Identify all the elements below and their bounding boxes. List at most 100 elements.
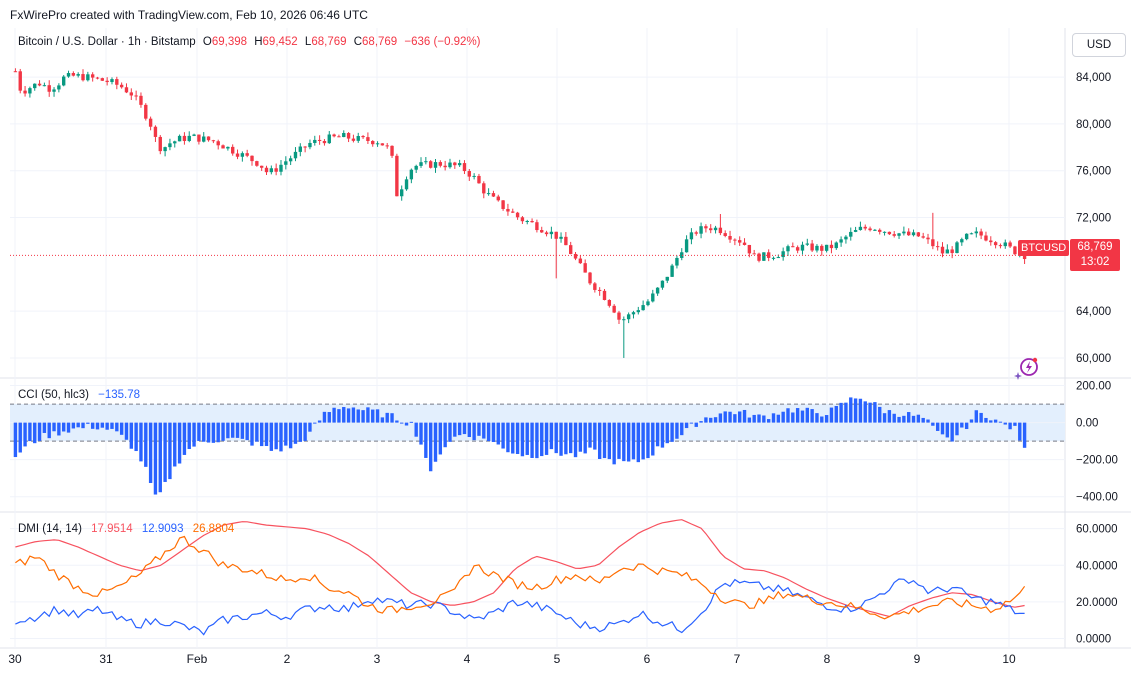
cci-bar bbox=[144, 422, 148, 467]
cci-bar bbox=[578, 422, 583, 452]
cci-bar bbox=[834, 406, 838, 423]
time-tick-label: 10 bbox=[1002, 652, 1016, 666]
cci-bar bbox=[535, 422, 539, 459]
cci-bar bbox=[66, 422, 71, 433]
cci-bar bbox=[593, 422, 597, 450]
cci-bar bbox=[709, 417, 713, 423]
candle-body bbox=[646, 301, 650, 306]
cci-bar bbox=[342, 407, 346, 423]
cci-bar bbox=[37, 422, 42, 441]
candle-body bbox=[28, 88, 32, 94]
candle-body bbox=[699, 226, 703, 234]
dmi-tick-label: 0.0000 bbox=[1076, 634, 1111, 646]
cci-bar bbox=[259, 422, 264, 447]
candle-body bbox=[853, 230, 858, 232]
cci-bar bbox=[665, 422, 669, 444]
candle-body bbox=[153, 126, 158, 137]
time-tick-label: 30 bbox=[8, 652, 22, 666]
cci-bar bbox=[752, 414, 756, 423]
cci-bar bbox=[747, 417, 752, 423]
candle-body bbox=[134, 95, 138, 97]
candle-body bbox=[424, 161, 428, 163]
cci-bar bbox=[23, 422, 27, 447]
candle-body bbox=[868, 228, 872, 231]
cci-bar bbox=[235, 422, 240, 438]
time-tick-label: 4 bbox=[464, 652, 471, 666]
ohlc-legend: Bitcoin / U.S. Dollar · 1h · Bitstamp O6… bbox=[18, 36, 481, 48]
cci-title[interactable]: CCI (50, hlc3) bbox=[18, 389, 89, 401]
candle-body bbox=[443, 165, 447, 168]
candle-body bbox=[651, 293, 655, 302]
candle-body bbox=[375, 143, 380, 145]
candle-body bbox=[18, 71, 22, 91]
cci-bar bbox=[158, 422, 162, 493]
candle-body bbox=[916, 232, 921, 237]
price-tick-label: 80,000 bbox=[1076, 119, 1111, 131]
cci-bar bbox=[81, 422, 85, 429]
cci-bar bbox=[419, 422, 423, 445]
cci-bar bbox=[984, 417, 988, 423]
cci-bar bbox=[226, 422, 230, 439]
cci-bar bbox=[675, 422, 679, 439]
cci-bar bbox=[670, 422, 674, 442]
cci-bar bbox=[182, 422, 187, 455]
candle-body bbox=[13, 71, 18, 73]
cci-bar bbox=[467, 422, 471, 438]
dmi-title[interactable]: DMI (14, 14) bbox=[18, 523, 82, 535]
candle-body bbox=[1022, 253, 1027, 260]
symbol-label[interactable]: Bitcoin / U.S. Dollar · 1h · Bitstamp bbox=[18, 36, 196, 48]
cci-bar bbox=[815, 413, 819, 423]
cci-bar bbox=[911, 415, 916, 423]
candle-body bbox=[535, 222, 539, 231]
candle-body bbox=[57, 85, 61, 90]
time-tick-label: 8 bbox=[824, 652, 831, 666]
cci-bar bbox=[163, 422, 167, 482]
dmi-value-blue: 12.9093 bbox=[141, 523, 184, 535]
currency-button[interactable]: USD bbox=[1072, 33, 1126, 57]
candle-body bbox=[327, 134, 331, 144]
cci-bar bbox=[231, 422, 235, 438]
cci-bar bbox=[573, 422, 578, 458]
candle-body bbox=[559, 236, 563, 239]
cci-bar bbox=[433, 422, 438, 462]
candle-body bbox=[511, 211, 515, 213]
close-label: C bbox=[353, 36, 363, 48]
candle-body bbox=[820, 245, 824, 251]
cci-bar bbox=[907, 412, 911, 423]
candle-body bbox=[317, 139, 322, 141]
low-label: L bbox=[304, 36, 312, 48]
candle-body bbox=[921, 236, 925, 238]
candle-body bbox=[37, 83, 42, 86]
cci-bar bbox=[873, 402, 877, 423]
cci-tick-label: 200.00 bbox=[1076, 381, 1111, 393]
candle-body bbox=[477, 175, 481, 184]
cci-bar bbox=[771, 413, 776, 423]
cci-bar bbox=[477, 422, 481, 436]
cci-bar bbox=[921, 417, 925, 423]
candle-body bbox=[110, 79, 114, 83]
cci-bar bbox=[728, 411, 732, 423]
candle-body bbox=[1013, 246, 1017, 255]
candle-body bbox=[940, 246, 945, 254]
cci-bar bbox=[288, 422, 293, 449]
candle-body bbox=[791, 246, 795, 248]
cci-bar bbox=[660, 422, 665, 448]
cci-bar bbox=[216, 422, 220, 443]
last-price-tag: 68,769 13:02 bbox=[1070, 239, 1120, 271]
candle-body bbox=[694, 232, 698, 234]
candle-body bbox=[105, 80, 109, 83]
candle-body bbox=[129, 92, 133, 96]
candle-body bbox=[665, 276, 669, 281]
cci-bar bbox=[361, 410, 365, 423]
cci-bar bbox=[313, 422, 317, 424]
tradingview-spark-icon[interactable] bbox=[1014, 356, 1040, 380]
cci-bar bbox=[269, 422, 274, 451]
candle-body bbox=[979, 231, 983, 236]
candle-body bbox=[337, 136, 341, 138]
candle-body bbox=[177, 135, 182, 142]
candle-body bbox=[964, 233, 969, 240]
candle-body bbox=[462, 163, 467, 172]
candle-body bbox=[607, 300, 612, 306]
cci-bar bbox=[718, 413, 723, 423]
